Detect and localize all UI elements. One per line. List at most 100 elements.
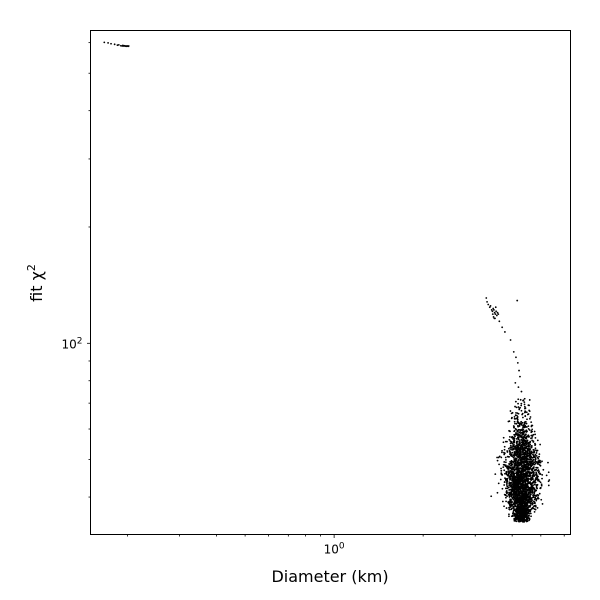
data-point	[521, 504, 524, 507]
data-point	[513, 463, 516, 465]
data-point	[517, 487, 520, 490]
data-point	[506, 451, 509, 453]
data-point	[530, 493, 532, 496]
data-point	[524, 415, 527, 417]
plot-area-frame	[90, 30, 571, 535]
data-point	[493, 311, 496, 314]
data-point	[534, 460, 537, 463]
data-point	[529, 497, 531, 499]
data-point	[521, 492, 524, 494]
data-point	[535, 499, 538, 502]
data-point	[508, 463, 511, 466]
data-point	[516, 434, 519, 437]
data-point	[508, 456, 510, 458]
data-point	[508, 466, 510, 469]
data-point	[504, 331, 506, 333]
data-point	[534, 455, 536, 457]
data-point	[514, 504, 517, 507]
data-point	[516, 451, 519, 454]
data-point	[529, 495, 531, 498]
data-point	[528, 517, 531, 520]
data-point	[513, 426, 516, 428]
data-point	[510, 493, 513, 496]
data-point	[521, 434, 524, 436]
data-point	[500, 467, 502, 470]
data-point	[510, 454, 513, 457]
data-point	[107, 42, 109, 44]
data-point	[529, 447, 531, 449]
data-point	[515, 509, 518, 512]
data-point	[520, 512, 523, 515]
data-point	[520, 420, 523, 423]
data-point	[496, 459, 499, 462]
data-point	[512, 511, 515, 513]
data-point	[522, 500, 525, 503]
data-point	[525, 477, 528, 480]
data-point	[516, 429, 519, 432]
data-point	[513, 496, 516, 499]
data-point	[521, 486, 524, 489]
data-point	[517, 492, 520, 495]
data-point	[521, 469, 524, 472]
data-point	[533, 511, 536, 513]
data-point	[531, 503, 534, 506]
data-point	[534, 477, 537, 480]
data-point	[508, 508, 511, 511]
data-point	[515, 507, 518, 510]
data-point	[523, 446, 526, 449]
data-point	[514, 475, 517, 478]
data-point	[496, 491, 499, 494]
data-point	[515, 432, 517, 434]
data-point	[535, 489, 538, 492]
data-point	[532, 433, 535, 436]
data-point	[520, 478, 523, 481]
data-point	[501, 451, 503, 454]
data-point	[541, 473, 544, 476]
data-point	[520, 402, 523, 405]
data-point	[526, 451, 529, 454]
data-point	[515, 437, 518, 440]
data-point	[538, 461, 540, 464]
data-point	[521, 516, 524, 519]
data-point	[524, 407, 527, 409]
data-point	[520, 495, 523, 498]
data-point	[509, 451, 512, 454]
data-point	[510, 464, 513, 467]
data-point	[511, 451, 514, 454]
data-point	[495, 310, 498, 313]
data-point	[527, 498, 529, 501]
data-point	[541, 503, 544, 505]
data-point	[527, 514, 530, 517]
data-point	[509, 453, 511, 456]
data-point	[513, 439, 516, 442]
data-point	[521, 439, 523, 442]
data-point	[522, 514, 524, 517]
data-point	[525, 476, 527, 478]
data-point	[532, 462, 535, 464]
data-point	[527, 474, 530, 477]
data-point	[525, 479, 528, 482]
data-point	[519, 448, 522, 451]
data-point	[513, 416, 516, 418]
data-point	[515, 518, 518, 521]
data-point	[517, 436, 520, 439]
data-point	[524, 451, 527, 453]
x-axis-label: Diameter (km)	[271, 567, 388, 586]
data-point	[510, 481, 512, 484]
data-point	[489, 304, 492, 307]
data-point	[545, 474, 548, 477]
data-point	[510, 412, 513, 415]
data-point	[538, 464, 541, 466]
data-point	[495, 314, 498, 317]
data-point	[506, 487, 509, 490]
data-point	[533, 498, 536, 501]
data-point	[534, 481, 536, 484]
data-point	[514, 381, 517, 384]
data-point	[527, 413, 530, 415]
data-point	[518, 482, 521, 484]
data-point	[503, 469, 506, 472]
data-point	[524, 500, 527, 503]
data-point	[508, 515, 510, 518]
data-point	[524, 460, 526, 463]
